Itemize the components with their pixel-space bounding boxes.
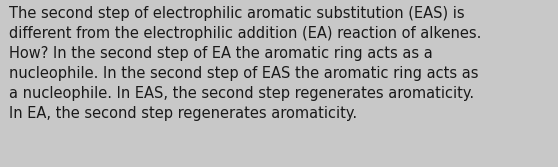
Text: The second step of electrophilic aromatic substitution (EAS) is
different from t: The second step of electrophilic aromati… [9,6,482,121]
